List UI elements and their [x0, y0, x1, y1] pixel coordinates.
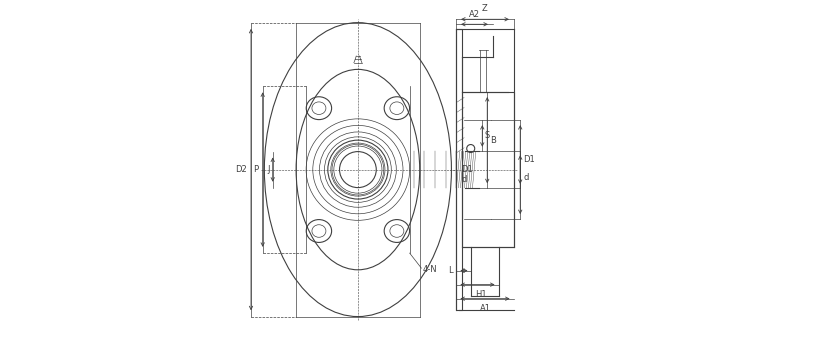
Bar — [463, 92, 513, 247]
Text: B: B — [490, 136, 496, 145]
Text: P: P — [254, 165, 259, 174]
Text: H1: H1 — [475, 290, 486, 299]
Text: D2: D2 — [235, 165, 247, 174]
Text: L: L — [449, 266, 453, 275]
Text: A1: A1 — [480, 304, 490, 313]
Text: D1: D1 — [524, 155, 535, 164]
Text: J: J — [267, 165, 269, 174]
Text: A2: A2 — [469, 10, 480, 19]
Text: 4-N: 4-N — [423, 265, 437, 274]
Text: D1: D1 — [461, 165, 473, 174]
Bar — [456, 29, 463, 310]
Text: d: d — [461, 175, 467, 184]
Text: S: S — [485, 131, 490, 140]
Text: d: d — [524, 173, 529, 183]
Text: Z: Z — [482, 4, 488, 13]
